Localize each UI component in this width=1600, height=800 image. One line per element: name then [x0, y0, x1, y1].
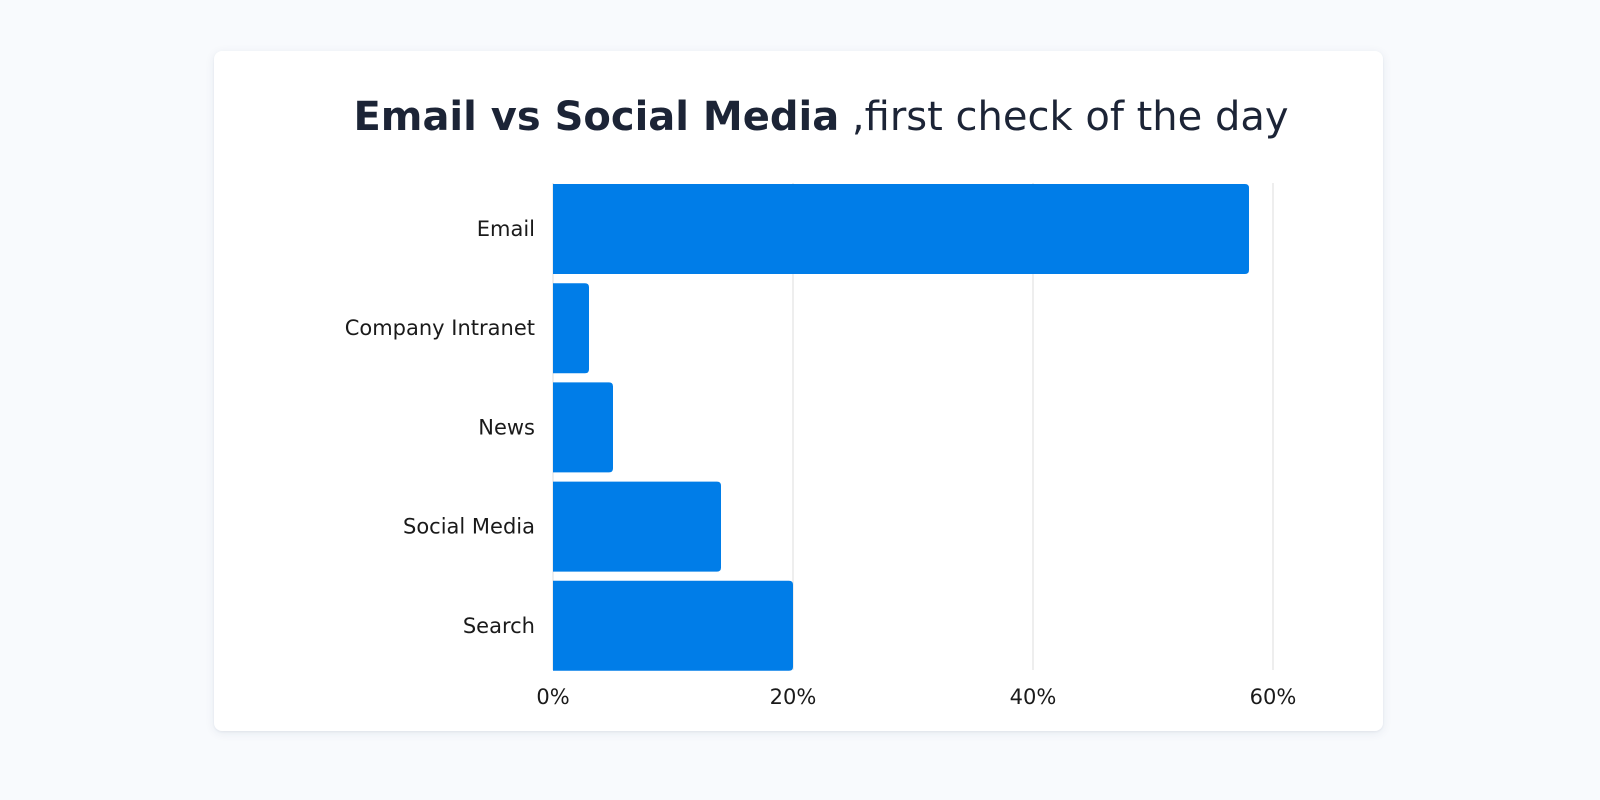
- category-label: Email: [477, 217, 535, 241]
- chart-title: Email vs Social Media ,first check of th…: [0, 92, 1600, 142]
- category-label: Social Media: [403, 515, 535, 539]
- category-label: Search: [463, 614, 535, 638]
- x-tick-label: 60%: [1250, 685, 1297, 709]
- bar-news: [553, 382, 613, 473]
- x-tick-labels: 0% 20% 40% 60%: [536, 685, 1296, 709]
- bar-email: [553, 184, 1249, 274]
- bar-search: [553, 580, 793, 671]
- chart-title-light: ,first check of the day: [851, 94, 1289, 140]
- category-label: Company Intranet: [345, 316, 535, 340]
- category-labels: Email Company Intranet News Social Media Sea…: [345, 217, 535, 638]
- chart-title-bold: Email vs Social Media: [353, 94, 840, 140]
- bar-social-media: [553, 481, 721, 572]
- bars: [553, 184, 1249, 671]
- x-tick-label: 20%: [770, 685, 817, 709]
- category-label: News: [478, 415, 535, 439]
- x-tick-label: 0%: [536, 685, 569, 709]
- bar-company-intranet: [553, 283, 589, 374]
- x-tick-label: 40%: [1010, 685, 1057, 709]
- chart-card: [214, 51, 1383, 731]
